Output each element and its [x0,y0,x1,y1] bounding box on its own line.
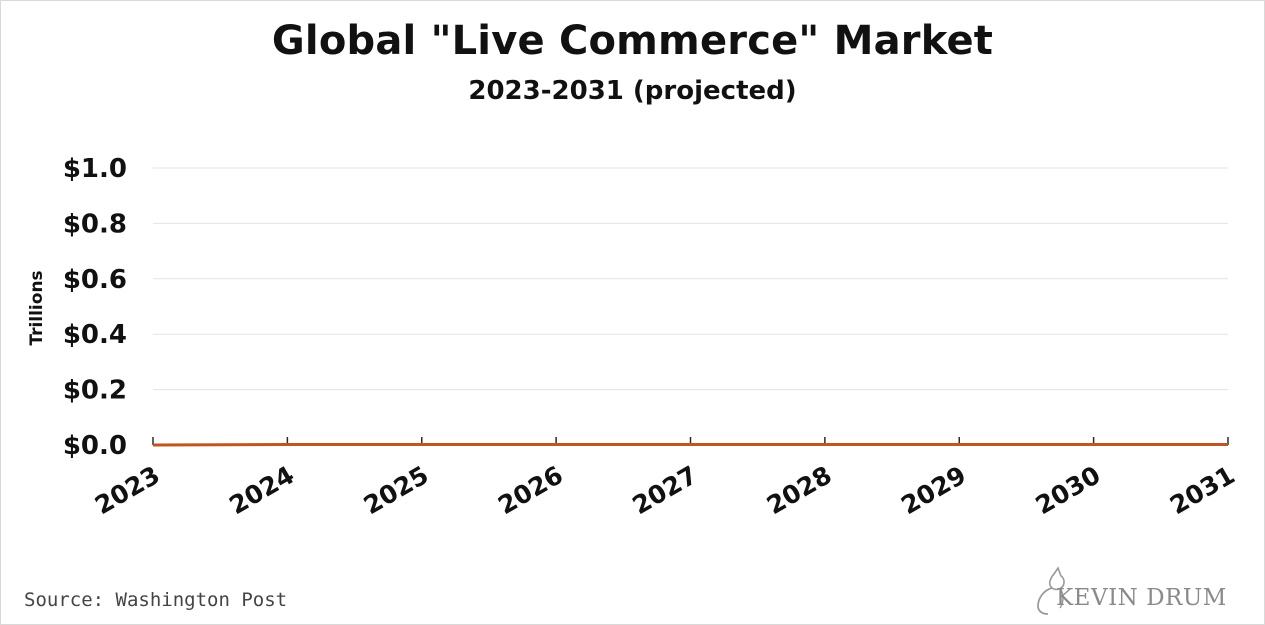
y-tick-label: $0.6 [63,265,127,295]
series-line [152,442,1228,447]
x-tick-label: 2027 [627,460,702,520]
brand-name: KEVIN DRUM [1056,585,1227,611]
brand-logo: KEVIN DRUM [1030,566,1230,616]
x-tick-label: 2030 [1031,460,1106,520]
cat-icon [1037,566,1065,615]
y-tick-label: $1.0 [63,154,127,184]
y-tick-label: $0.8 [63,209,127,239]
x-tick-label: 2029 [896,460,971,520]
gridlines [153,167,1228,391]
x-tick-label: 2026 [493,460,568,520]
source-note: Source: Washington Post [24,589,288,611]
y-tick-label: $0.4 [63,320,127,350]
x-axis-ticks: 2023 2024 2025 2026 2027 2028 2029 2030 2031 [90,460,1240,520]
x-tick-label: 2025 [359,460,434,520]
line-chart: $0.0$0.2$0.4$0.6$0.8$1.0 2023 2024 2025 202… [27,154,1240,520]
x-tick-label: 2031 [1165,460,1240,520]
y-axis-label: Trillions [27,270,47,345]
y-tick-label: $0.2 [63,376,127,406]
x-tick-label: 2023 [90,460,165,520]
y-axis-ticks: $0.0 $0.2 $0.4 $0.6 $0.8 $1.0 [63,154,127,461]
x-tick-label: 2028 [762,460,837,520]
chart-subtitle: 2023-2031 (projected) [468,76,797,106]
series [152,442,1229,447]
chart-title: Global "Live Commerce" Market [271,18,994,64]
x-tick-label: 2024 [224,460,299,520]
y-tick-label: $0.0 [63,431,127,461]
